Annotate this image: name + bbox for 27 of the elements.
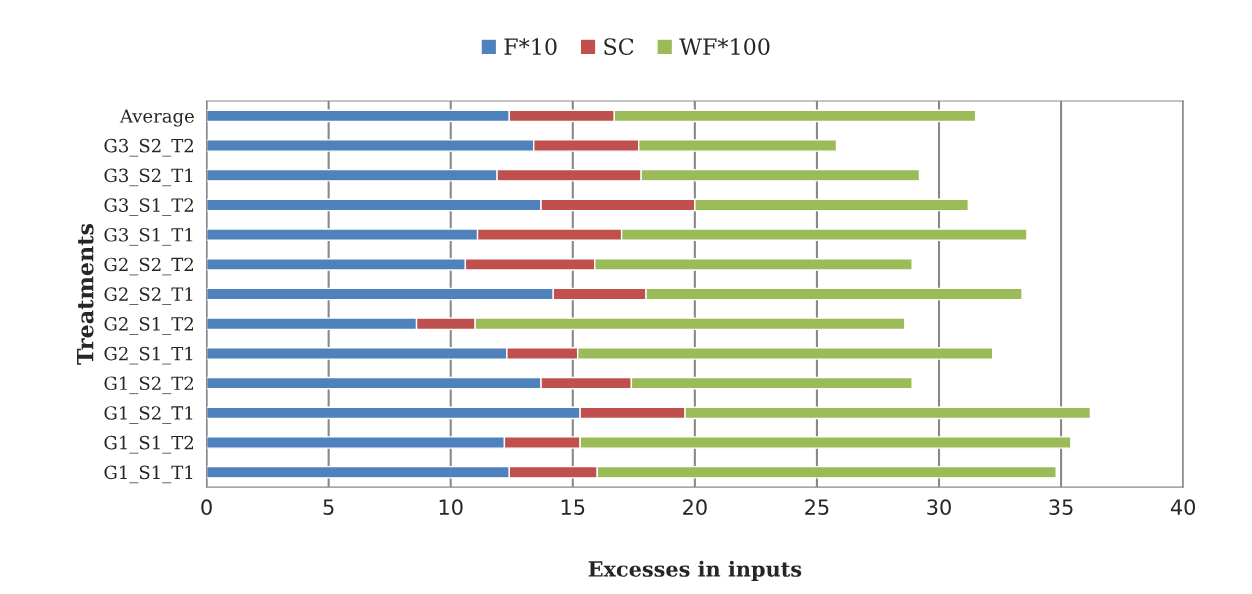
x-axis-title: Excesses in inputs: [588, 560, 802, 581]
y-tick-label: G3_S1_T1: [104, 227, 193, 246]
legend-label: SC: [604, 38, 634, 56]
x-tick-label: 30: [927, 499, 951, 516]
x-tick-label: 35: [1049, 499, 1073, 516]
y-tick-label: G1_S2_T1: [104, 406, 193, 424]
y-tick-label: G1_S1_T2: [104, 435, 193, 454]
y-tick-label: Average: [119, 109, 194, 127]
y-tick-label: G1_S2_T2: [104, 376, 193, 395]
x-tick-label: 15: [561, 499, 585, 516]
x-tick-label: 5: [323, 499, 334, 516]
y-tick-label: G3_S2_T2: [104, 138, 193, 157]
legend-label: WF*100: [679, 38, 770, 56]
y-tick-label: G2_S1_T1: [104, 346, 193, 365]
y-axis-title: Treatments: [77, 223, 94, 365]
x-tick-label: 40: [1170, 499, 1196, 516]
y-tick-label: G2_S1_T2: [104, 317, 193, 335]
x-tick-label: 25: [805, 499, 829, 516]
y-tick-label: G3_S2_T1: [104, 168, 193, 187]
x-tick-label: 20: [683, 499, 707, 516]
legend-label: F*10: [504, 38, 557, 56]
y-tick-label: G1_S1_T1: [104, 465, 193, 484]
y-tick-label: G2_S2_T1: [104, 287, 193, 305]
x-tick-label: 0: [201, 499, 212, 516]
y-tick-label: G3_S1_T2: [104, 198, 193, 216]
y-tick-label: G2_S2_T2: [104, 257, 193, 276]
x-tick-label: 10: [439, 499, 463, 516]
